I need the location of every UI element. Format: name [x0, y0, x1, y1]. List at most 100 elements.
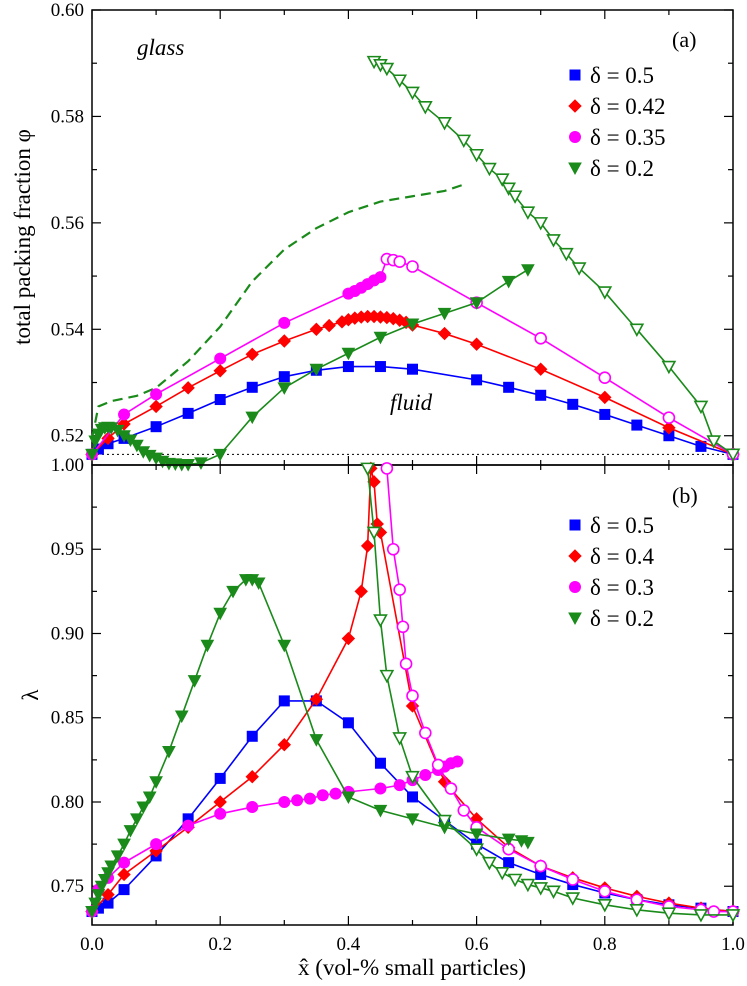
data-point	[278, 795, 291, 808]
data-point	[503, 857, 515, 869]
data-point	[118, 408, 131, 421]
data-point	[213, 364, 227, 378]
data-point	[396, 620, 410, 634]
data-point	[246, 730, 258, 742]
data-point	[246, 381, 258, 393]
data-point	[117, 838, 131, 852]
y-tick-label: 0.75	[51, 876, 84, 897]
x-axis-label: x̂ (vol-% small particles)	[298, 955, 526, 980]
data-point	[373, 804, 388, 818]
data-point	[85, 448, 99, 462]
data-point	[245, 347, 259, 362]
data-point	[725, 448, 741, 463]
data-point	[469, 297, 484, 310]
data-point	[405, 770, 420, 785]
data-point	[379, 62, 395, 77]
data-point	[246, 801, 259, 814]
x-tick-label: 0.2	[208, 934, 232, 955]
data-point	[278, 371, 290, 383]
data-point	[360, 539, 375, 553]
data-point	[469, 337, 484, 351]
data-point	[565, 892, 581, 906]
x-tick-label: 0.0	[80, 934, 104, 955]
series-line-2	[91, 760, 458, 912]
data-point	[277, 737, 292, 752]
data-point	[521, 264, 535, 277]
data-point	[393, 255, 406, 269]
y-tick-label: 0.52	[51, 426, 84, 447]
data-point	[309, 322, 324, 337]
data-point	[187, 675, 202, 688]
data-point	[706, 435, 722, 449]
data-point	[181, 381, 195, 395]
legend-marker	[568, 162, 582, 176]
data-point	[501, 833, 516, 847]
data-point	[469, 148, 484, 163]
data-point	[419, 769, 432, 782]
glass-line-dashed	[90, 183, 465, 439]
data-point	[130, 813, 144, 826]
data-point	[437, 814, 452, 829]
data-point	[316, 789, 329, 802]
legend-marker	[568, 549, 582, 563]
y-tick-label: 0.95	[51, 539, 84, 560]
x-tick-label: 1.0	[721, 934, 745, 955]
data-point	[407, 363, 418, 375]
data-point	[380, 462, 394, 475]
y-tick-label: 0.85	[51, 708, 84, 729]
data-point	[503, 381, 515, 393]
data-point	[629, 323, 645, 337]
legend-marker	[568, 612, 582, 626]
data-point	[367, 475, 381, 489]
data-point	[598, 371, 612, 385]
data-point	[494, 173, 510, 187]
data-point	[118, 884, 130, 896]
data-point	[405, 318, 420, 332]
legend-label: δ = 0.3	[590, 575, 654, 600]
data-point	[366, 526, 382, 541]
data-point	[342, 717, 354, 729]
data-point	[520, 878, 536, 893]
data-point	[392, 74, 408, 88]
data-point	[309, 363, 324, 377]
series-line-0	[91, 365, 734, 456]
data-point	[277, 334, 292, 348]
data-point	[598, 885, 612, 898]
data-point	[599, 408, 611, 420]
data-point	[482, 162, 497, 177]
legend-label: δ = 0.42	[590, 94, 666, 119]
data-point	[598, 390, 612, 405]
legend-label: δ = 0.2	[590, 606, 654, 631]
data-point	[662, 421, 676, 435]
series-line-3	[366, 468, 733, 916]
series-line-3	[91, 578, 529, 912]
data-point	[104, 860, 119, 874]
panel-b-legend: δ = 0.5 δ = 0.4 δ = 0.3 δ = 0.2	[568, 513, 655, 631]
data-point	[558, 247, 574, 262]
data-point	[546, 885, 561, 899]
y-tick-label: 0.56	[51, 213, 84, 234]
data-point	[117, 867, 131, 882]
data-point	[150, 388, 163, 401]
data-point	[182, 819, 195, 832]
series-line-2	[386, 468, 733, 913]
series-line-3	[91, 269, 529, 466]
y-tick-label: 0.58	[51, 106, 84, 127]
legend-marker	[569, 131, 581, 143]
data-point	[469, 828, 484, 842]
data-point	[136, 801, 151, 815]
data-point	[226, 585, 240, 599]
data-point	[150, 421, 162, 433]
data-point	[661, 360, 677, 375]
data-point	[373, 331, 388, 345]
data-point	[374, 271, 387, 284]
data-point	[291, 794, 304, 807]
data-point	[150, 838, 163, 851]
data-point	[597, 286, 613, 300]
data-point	[182, 407, 194, 419]
data-point	[662, 411, 676, 424]
data-point	[417, 101, 433, 115]
data-point	[457, 804, 471, 817]
data-point	[693, 909, 709, 923]
panel-a: 0.52 0.54 0.56 0.58 0.60 (a) total packing f…	[10, 0, 741, 472]
